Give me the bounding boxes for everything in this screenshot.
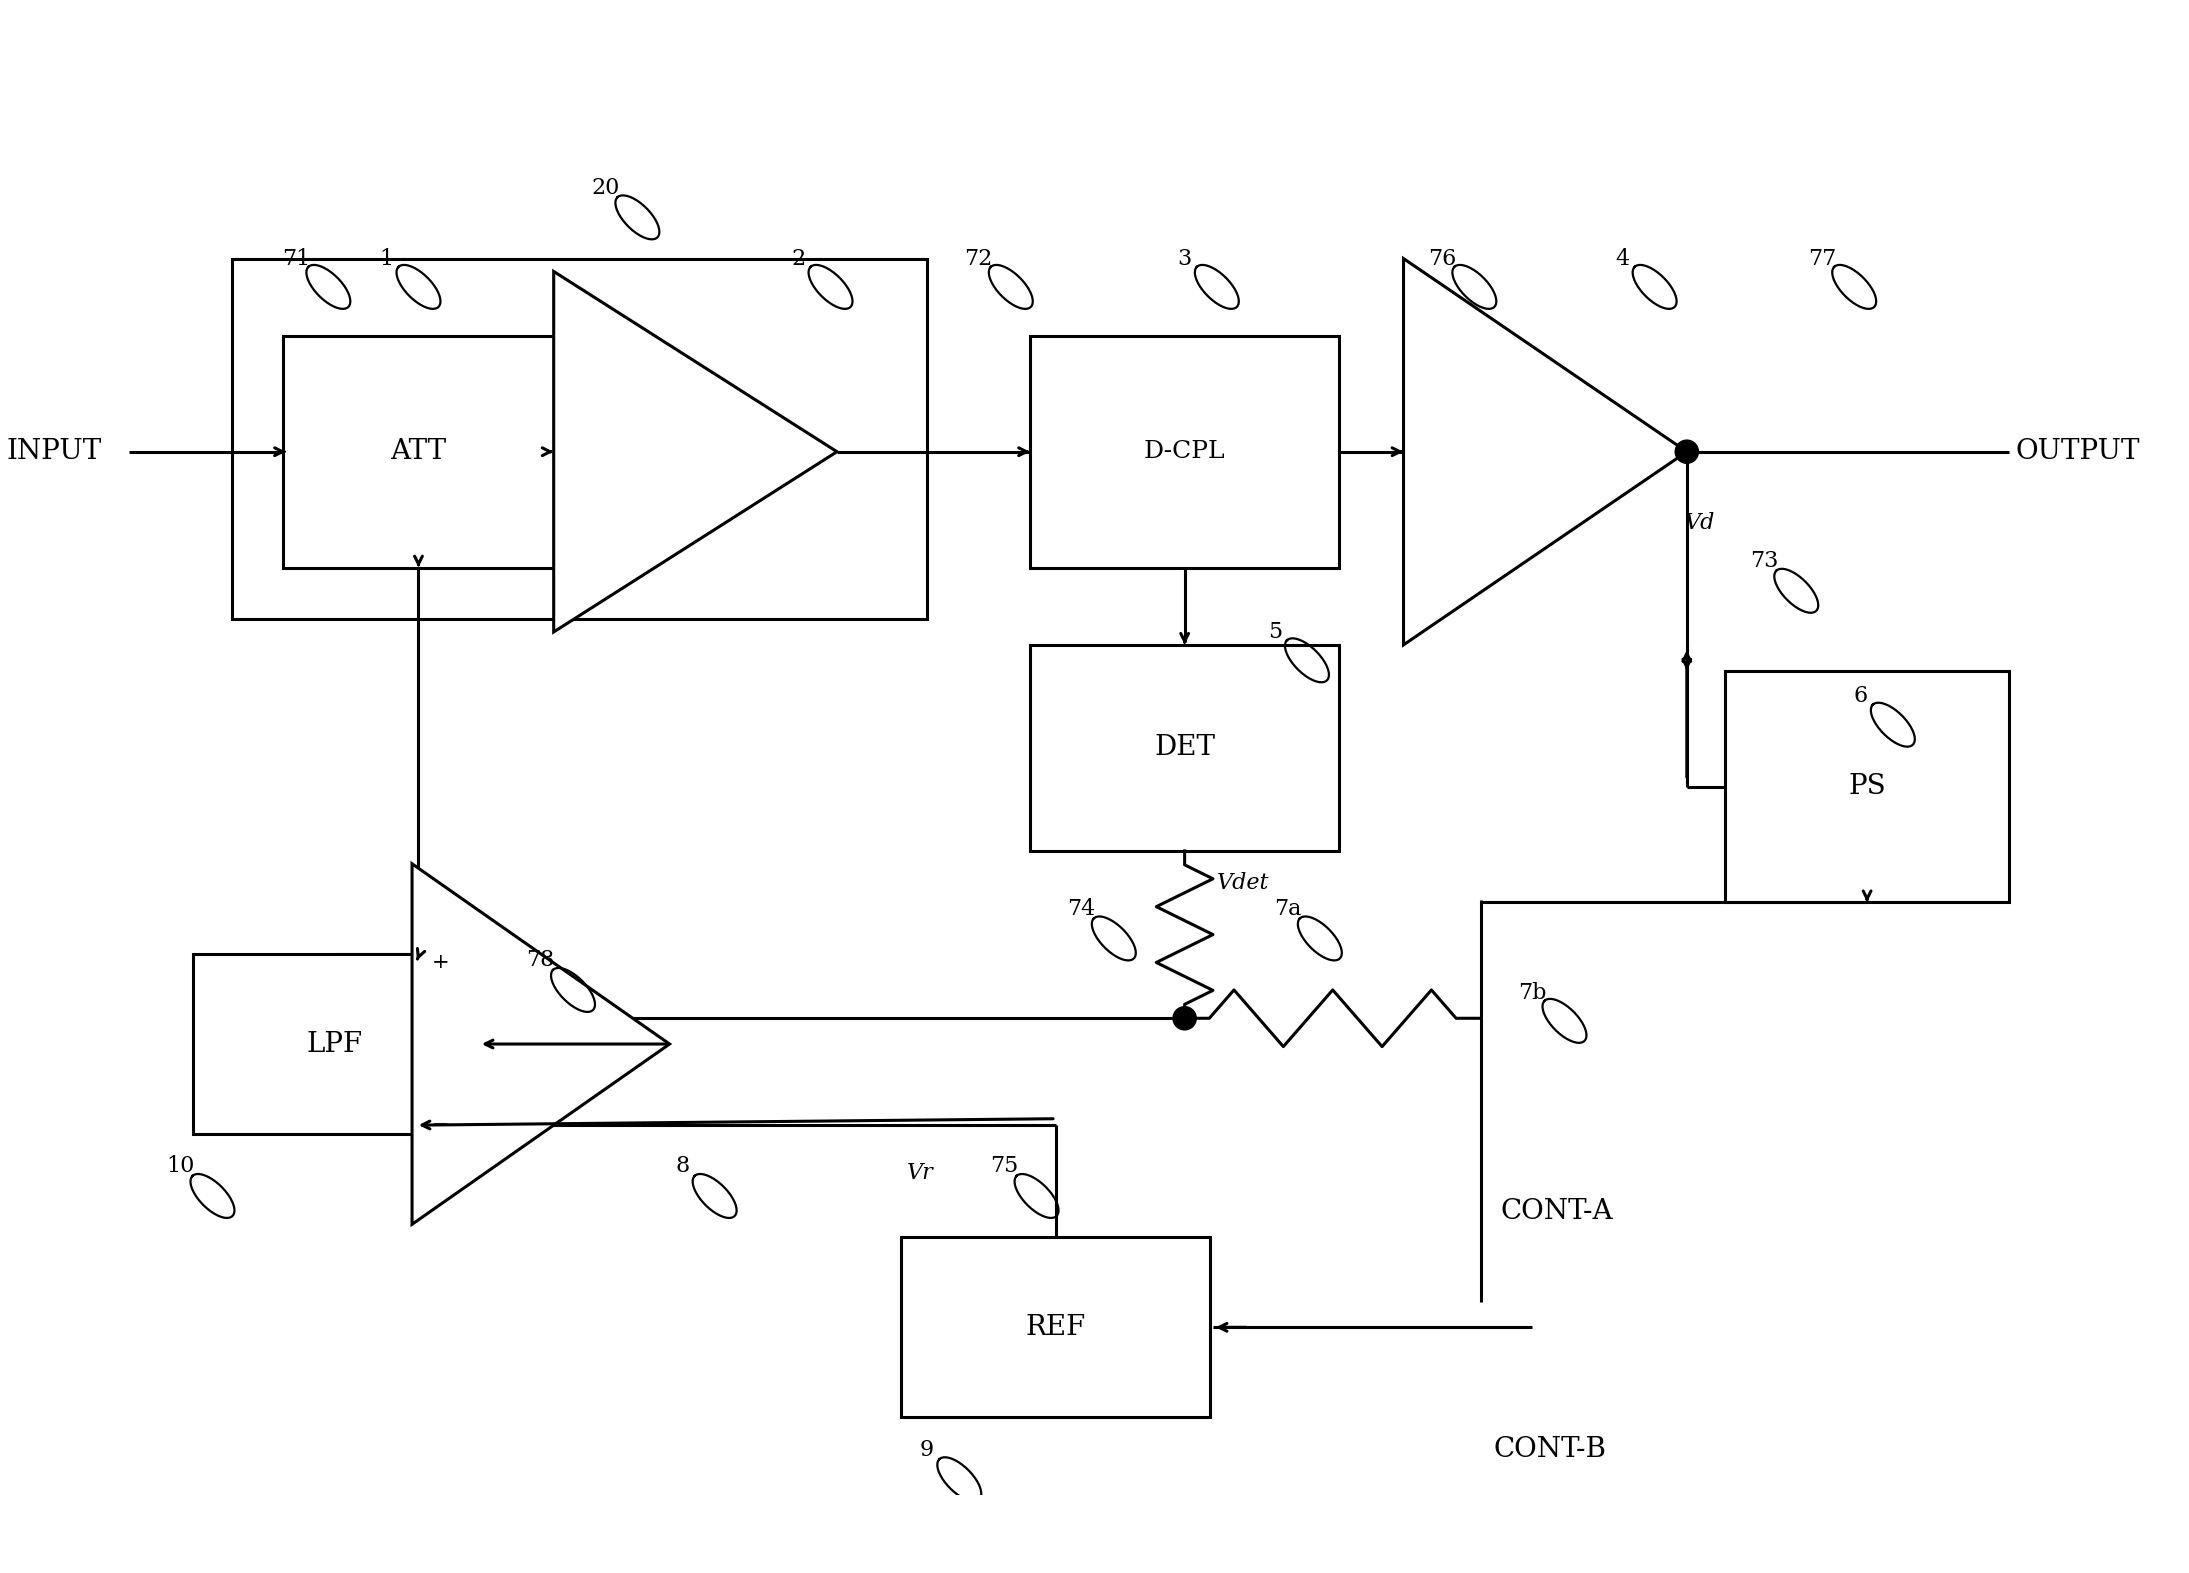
Text: 75: 75 <box>989 1155 1018 1177</box>
Circle shape <box>1173 1007 1195 1030</box>
Bar <box>1031 335 1340 568</box>
Text: 2: 2 <box>790 247 806 269</box>
Bar <box>193 953 477 1134</box>
Text: 73: 73 <box>1749 551 1777 573</box>
Text: 74: 74 <box>1068 898 1097 920</box>
Text: 7a: 7a <box>1274 898 1300 920</box>
Text: 78: 78 <box>528 950 556 972</box>
Text: 4: 4 <box>1615 247 1629 269</box>
Bar <box>1725 670 2010 903</box>
Text: 72: 72 <box>965 247 994 269</box>
Text: 6: 6 <box>1854 686 1867 708</box>
Text: 7b: 7b <box>1517 982 1548 1004</box>
Text: 5: 5 <box>1267 621 1283 643</box>
Text: Vdet: Vdet <box>1217 871 1270 893</box>
Text: 1: 1 <box>379 247 394 269</box>
Text: −: − <box>431 1115 449 1134</box>
Bar <box>232 258 928 620</box>
Text: 76: 76 <box>1427 247 1456 269</box>
Text: Vd: Vd <box>1686 511 1714 533</box>
Text: CONT-B: CONT-B <box>1493 1436 1607 1463</box>
Bar <box>1031 645 1340 851</box>
Text: 3: 3 <box>1178 247 1191 269</box>
Text: DET: DET <box>1154 735 1215 761</box>
Text: ATT: ATT <box>390 439 447 466</box>
Text: Vr: Vr <box>906 1162 935 1184</box>
Text: INPUT: INPUT <box>7 439 101 466</box>
Text: PS: PS <box>1848 772 1887 801</box>
Text: D-CPL: D-CPL <box>1145 440 1226 462</box>
Polygon shape <box>1403 258 1688 645</box>
Text: 9: 9 <box>919 1439 935 1461</box>
Text: OUTPUT: OUTPUT <box>2016 439 2139 466</box>
Text: CONT-A: CONT-A <box>1499 1199 1613 1225</box>
Text: 20: 20 <box>591 176 619 198</box>
Polygon shape <box>554 272 836 632</box>
Text: 77: 77 <box>1808 247 1837 269</box>
Circle shape <box>1675 440 1699 464</box>
Bar <box>902 1238 1211 1417</box>
Text: 71: 71 <box>282 247 311 269</box>
Bar <box>282 335 554 568</box>
Text: +: + <box>431 953 449 972</box>
Text: 8: 8 <box>676 1155 690 1177</box>
Text: 10: 10 <box>166 1155 195 1177</box>
Polygon shape <box>412 864 670 1224</box>
Text: REF: REF <box>1027 1313 1086 1340</box>
Text: LPF: LPF <box>306 1030 363 1057</box>
